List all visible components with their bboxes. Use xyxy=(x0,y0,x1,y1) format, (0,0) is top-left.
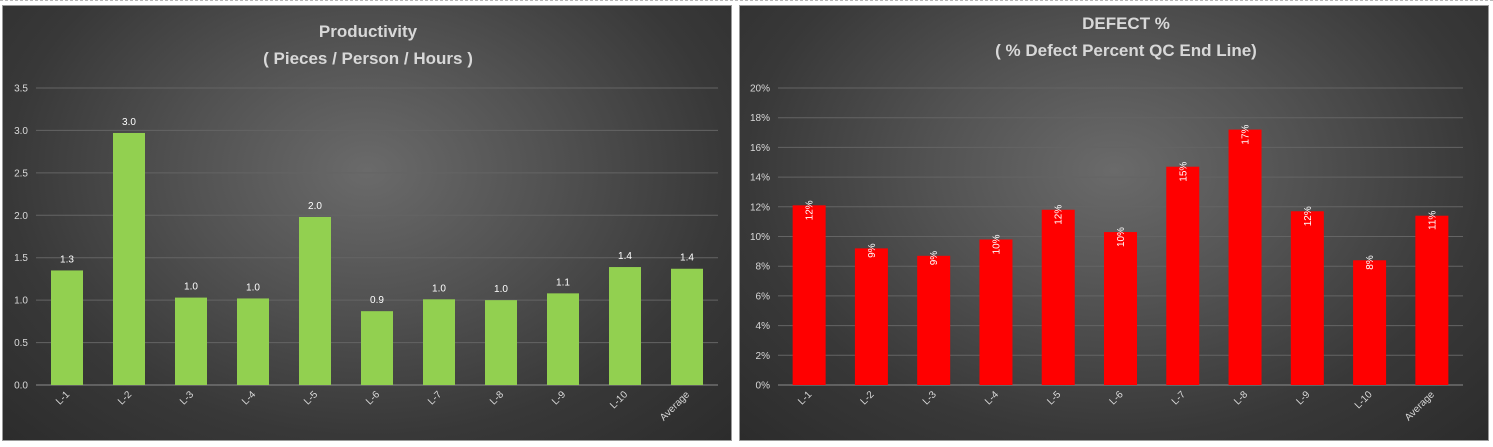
defect-bar-average xyxy=(1415,215,1449,385)
defect-data-label: 9% xyxy=(929,251,940,266)
defect-y-tick-label: 4% xyxy=(756,321,771,332)
defect-bar-l-1 xyxy=(792,205,826,385)
productivity-y-tick-label: 2.0 xyxy=(14,211,28,222)
defect-data-label: 17% xyxy=(1241,124,1252,144)
productivity-chart-subtitle: ( Pieces / Person / Hours ) xyxy=(263,49,473,68)
defect-chart: DEFECT % ( % Defect Percent QC End Line)… xyxy=(750,14,1463,423)
defect-bar-l-9 xyxy=(1290,211,1324,385)
defect-data-label: 10% xyxy=(991,234,1002,254)
productivity-bar-l-7 xyxy=(423,299,455,385)
productivity-bar-l-3 xyxy=(175,297,207,385)
productivity-category-label: L-5 xyxy=(302,389,320,407)
productivity-data-label: 0.9 xyxy=(370,295,384,306)
defect-bar-l-10 xyxy=(1353,260,1387,385)
productivity-category-label: L-1 xyxy=(54,389,72,407)
top-divider xyxy=(0,0,1493,1)
defect-bar-l-7 xyxy=(1166,166,1200,385)
defect-y-tick-label: 2% xyxy=(756,351,771,362)
defect-y-tick-label: 0% xyxy=(756,381,771,392)
defect-y-tick-label: 18% xyxy=(750,113,770,124)
defect-data-label: 12% xyxy=(1303,206,1314,226)
productivity-data-label: 1.0 xyxy=(432,283,446,294)
productivity-y-tick-label: 0.0 xyxy=(14,381,28,392)
productivity-y-tick-label: 0.5 xyxy=(14,338,28,349)
productivity-data-label: 1.1 xyxy=(556,277,570,288)
productivity-category-label: L-2 xyxy=(116,389,134,407)
defect-y-tick-label: 14% xyxy=(750,173,770,184)
productivity-data-label: 3.0 xyxy=(122,117,136,128)
productivity-bar-l-10 xyxy=(609,267,641,385)
productivity-category-label: L-9 xyxy=(550,389,568,407)
productivity-category-label: L-6 xyxy=(364,389,382,407)
defect-data-label: 9% xyxy=(867,243,878,258)
productivity-y-tick-label: 1.5 xyxy=(14,253,28,264)
productivity-data-label: 1.4 xyxy=(680,253,694,264)
productivity-y-tick-label: 3.5 xyxy=(14,84,28,95)
productivity-chart-panel: Productivity ( Pieces / Person / Hours )… xyxy=(2,5,732,441)
productivity-bar-l-4 xyxy=(237,298,269,385)
productivity-category-label: L-10 xyxy=(608,389,630,411)
defect-data-label: 12% xyxy=(805,200,816,220)
defect-bar-l-3 xyxy=(917,255,951,385)
defect-category-label: L-9 xyxy=(1294,389,1312,407)
productivity-y-tick-label: 2.5 xyxy=(14,168,28,179)
productivity-y-tick-label: 1.0 xyxy=(14,296,28,307)
defect-plot-area: 0% 2% 4% 6% 8% 10% 12% 14% 16% 18% 20% 12% L-1 9% L-2 9… xyxy=(750,84,1463,423)
productivity-category-label: Average xyxy=(658,389,692,423)
defect-chart-panel: DEFECT % ( % Defect Percent QC End Line)… xyxy=(739,5,1489,441)
defect-data-label: 12% xyxy=(1054,205,1065,225)
defect-y-tick-label: 20% xyxy=(750,84,770,95)
defect-category-label: L-5 xyxy=(1045,389,1063,407)
defect-category-label: L-1 xyxy=(796,389,814,407)
productivity-bar-l-8 xyxy=(485,300,517,385)
productivity-y-tick-label: 3.0 xyxy=(14,126,28,137)
productivity-data-label: 1.0 xyxy=(184,282,198,293)
productivity-category-label: L-3 xyxy=(178,389,196,407)
productivity-data-label: 1.0 xyxy=(246,282,260,293)
defect-bar-l-5 xyxy=(1041,209,1075,385)
productivity-category-label: L-7 xyxy=(426,389,444,407)
defect-category-label: L-10 xyxy=(1353,389,1375,411)
defect-category-label: L-6 xyxy=(1108,389,1126,407)
defect-data-label: 8% xyxy=(1365,255,1376,270)
productivity-bar-l-5 xyxy=(299,216,331,385)
productivity-data-label: 1.3 xyxy=(60,254,74,265)
productivity-data-label: 1.0 xyxy=(494,284,508,295)
defect-category-label: L-2 xyxy=(859,389,877,407)
productivity-bar-l-9 xyxy=(547,293,579,385)
defect-data-label: 10% xyxy=(1116,227,1127,247)
defect-bar-l-4 xyxy=(979,239,1013,385)
productivity-bar-l-1 xyxy=(51,270,83,385)
defect-chart-subtitle: ( % Defect Percent QC End Line) xyxy=(995,41,1257,60)
defect-category-label: L-4 xyxy=(983,389,1001,407)
defect-y-tick-label: 12% xyxy=(750,202,770,213)
productivity-bar-l-6 xyxy=(361,311,393,385)
productivity-plot-area: 0.0 0.5 1.0 1.5 2.0 2.5 3.0 3.5 1.3 L-1 3.0 L-2 1.0 L… xyxy=(14,84,718,423)
productivity-data-label: 1.4 xyxy=(618,251,632,262)
productivity-category-label: L-4 xyxy=(240,389,258,407)
productivity-chart-title: Productivity xyxy=(319,22,418,41)
defect-y-tick-label: 16% xyxy=(750,143,770,154)
defect-category-label: L-8 xyxy=(1232,389,1250,407)
productivity-category-label: L-8 xyxy=(488,389,506,407)
defect-bar-l-8 xyxy=(1228,129,1262,385)
defect-category-label: L-3 xyxy=(921,389,939,407)
defect-category-label: Average xyxy=(1403,389,1437,423)
defect-y-tick-label: 10% xyxy=(750,232,770,243)
defect-data-label: 11% xyxy=(1427,211,1438,230)
defect-y-tick-label: 8% xyxy=(756,262,771,273)
defect-category-label: L-7 xyxy=(1170,389,1188,407)
defect-y-tick-label: 6% xyxy=(756,291,771,302)
productivity-bar-l-2 xyxy=(113,132,145,385)
defect-chart-title: DEFECT % xyxy=(1082,14,1170,33)
productivity-chart: Productivity ( Pieces / Person / Hours )… xyxy=(14,22,718,423)
productivity-data-label: 2.0 xyxy=(308,201,322,212)
defect-bar-l-2 xyxy=(854,248,888,385)
productivity-bar-average xyxy=(671,268,703,385)
defect-data-label: 15% xyxy=(1178,162,1189,182)
defect-bar-l-6 xyxy=(1104,232,1137,385)
